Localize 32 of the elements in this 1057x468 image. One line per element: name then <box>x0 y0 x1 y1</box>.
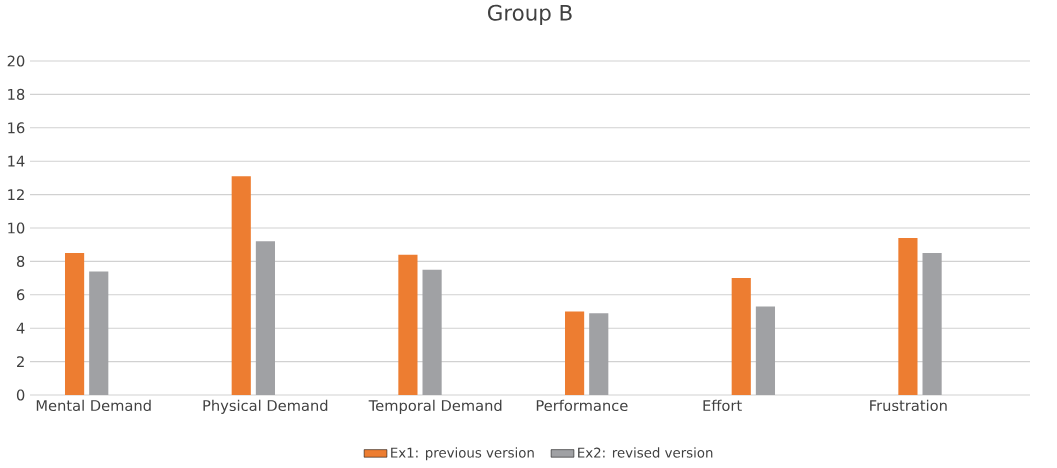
bar <box>89 271 109 395</box>
y-tick-label: 4 <box>16 322 25 334</box>
bar <box>65 253 85 395</box>
bar <box>231 176 251 395</box>
x-tick-label: Effort <box>703 399 742 412</box>
y-tick-label: 0 <box>16 389 25 401</box>
y-tick-label: 18 <box>8 88 25 100</box>
y-tick-label: 10 <box>8 222 25 234</box>
bar <box>731 278 751 395</box>
x-tick-label: Temporal Demand <box>368 399 502 414</box>
bar <box>589 313 609 395</box>
legend-label: Ex1: previous version <box>391 447 534 461</box>
y-tick-label: 8 <box>16 255 25 267</box>
x-tick-label: Mental Demand <box>36 399 151 412</box>
y-tick-label: 16 <box>8 122 25 134</box>
legend-label: Ex2: revised version <box>578 447 713 458</box>
x-tick-label: Performance <box>536 399 628 412</box>
y-tick-label: 20 <box>7 55 25 67</box>
bar <box>398 254 418 395</box>
chart-title: Group B <box>488 4 572 25</box>
bar <box>565 311 585 395</box>
y-tick-label: 2 <box>17 356 24 368</box>
x-tick-label: Frustration <box>870 399 947 412</box>
bar <box>422 269 442 395</box>
y-tick-label: 12 <box>8 189 24 201</box>
bar <box>255 241 275 395</box>
bar <box>922 253 942 395</box>
bar <box>898 238 918 395</box>
y-tick-label: 6 <box>16 289 25 301</box>
y-tick-label: 14 <box>8 155 25 167</box>
bar <box>755 306 776 395</box>
x-tick-label: Physical Demand <box>203 399 328 414</box>
